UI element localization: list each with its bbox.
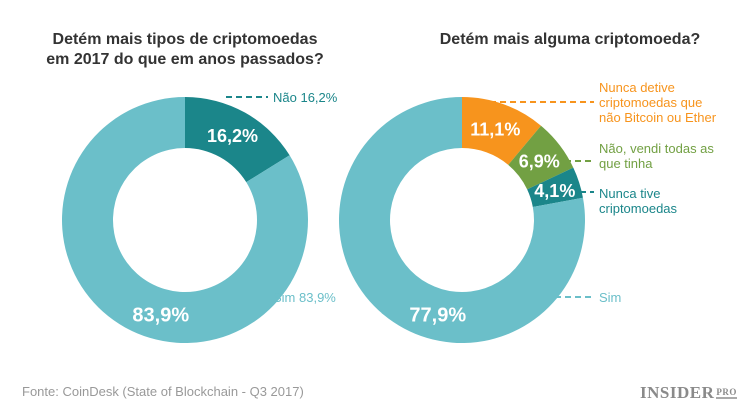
donut-slice — [185, 97, 290, 183]
slice-value-label: 4,1% — [534, 181, 575, 201]
legend-nao-left: Não 16,2% — [273, 90, 338, 105]
donut-slice — [527, 167, 583, 207]
source-note: Fonte: CoinDesk (State of Blockchain - Q… — [22, 384, 304, 399]
insider-pro-logo: INSIDER PRO — [640, 383, 737, 402]
legend-nunca-detive: Nunca detive criptomoedas que não Bitcoi… — [599, 80, 717, 125]
legend-sim-left: Sim 83,9% — [273, 290, 336, 305]
legend-sim-right: Sim — [599, 290, 622, 305]
slice-value-label: 83,9% — [132, 304, 189, 326]
donut-slice — [338, 97, 585, 343]
legend-vendi: Não, vendi todas as que tinha — [599, 141, 714, 171]
chart-title-right: Detém mais alguma criptomoeda? — [439, 31, 701, 48]
slice-value-label: 11,1% — [470, 119, 520, 139]
slice-value-label: 77,9% — [409, 304, 466, 326]
donut-slice — [508, 125, 574, 190]
slice-value-label: 16,2% — [207, 126, 258, 146]
slice-value-label: 6,9% — [519, 151, 560, 171]
chart-title-left: Detém mais tipos de criptomoedas em 2017… — [46, 31, 324, 68]
legend-nunca-tive: Nunca tive criptomoedas — [599, 186, 678, 216]
donut-slice — [462, 97, 541, 165]
donut-slice — [61, 97, 308, 343]
